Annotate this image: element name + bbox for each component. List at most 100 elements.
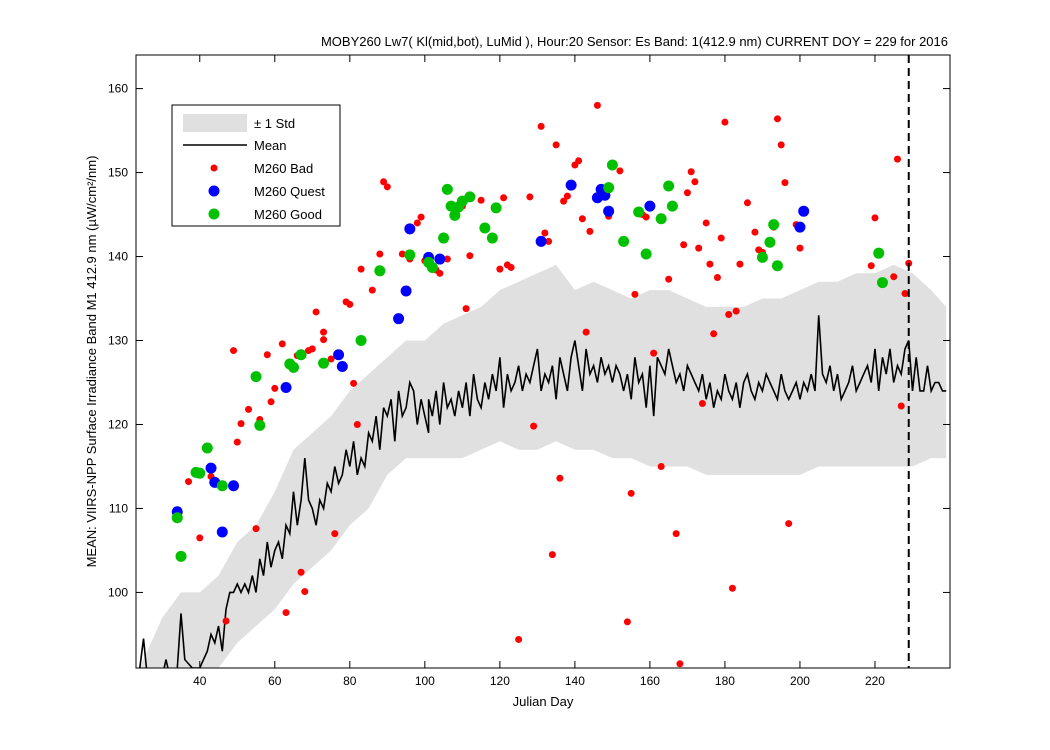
bad-point <box>346 300 354 308</box>
bad-point <box>890 273 898 281</box>
bad-point <box>507 263 515 271</box>
quest-point <box>336 361 348 373</box>
bad-point <box>301 588 309 596</box>
good-point <box>194 467 206 479</box>
bad-point <box>398 250 406 258</box>
good-point <box>171 512 183 524</box>
bad-point <box>436 269 444 277</box>
bad-point <box>327 355 335 363</box>
bad-point <box>320 328 328 336</box>
bad-point <box>462 305 470 313</box>
bad-point <box>627 489 635 497</box>
bad-point <box>575 157 583 165</box>
std-band <box>139 264 947 668</box>
y-tick-label: 150 <box>108 166 128 180</box>
y-tick-label: 120 <box>108 417 128 431</box>
good-point <box>250 371 262 383</box>
bad-point <box>320 336 328 344</box>
bad-point <box>222 617 230 625</box>
x-tick-label: 160 <box>640 674 660 688</box>
bad-point <box>515 635 523 643</box>
bad-point <box>717 234 725 242</box>
bad-point <box>548 551 556 559</box>
y-tick-label: 160 <box>108 82 128 96</box>
bad-point <box>616 167 624 175</box>
good-point <box>479 222 491 234</box>
bad-point <box>560 197 568 205</box>
legend-label: ± 1 Std <box>254 116 295 131</box>
bad-point <box>413 219 421 227</box>
good-point <box>464 191 476 203</box>
bad-point <box>785 520 793 528</box>
bad-point <box>796 244 804 252</box>
bad-point <box>383 183 391 191</box>
bad-point <box>650 349 658 357</box>
bad-point <box>552 141 560 149</box>
good-point <box>764 236 776 248</box>
bad-point <box>237 420 245 428</box>
legend-label: M260 Bad <box>254 161 313 176</box>
x-tick-label: 140 <box>565 674 585 688</box>
quest-point <box>216 526 228 538</box>
bad-point <box>736 260 744 268</box>
bad-point <box>578 215 586 223</box>
quest-point <box>644 200 656 212</box>
bad-point <box>563 192 571 200</box>
bad-point <box>781 179 789 187</box>
bad-point <box>751 228 759 236</box>
bad-point <box>496 265 504 273</box>
bad-point <box>541 229 549 237</box>
good-point <box>756 251 768 263</box>
bad-point <box>897 402 905 410</box>
x-tick-label: 180 <box>715 674 735 688</box>
bad-point <box>893 155 901 163</box>
bad-point <box>350 379 358 387</box>
bad-point <box>721 118 729 126</box>
bad-point <box>706 260 714 268</box>
bad-point <box>702 219 710 227</box>
bad-point <box>713 274 721 282</box>
x-tick-label: 220 <box>865 674 885 688</box>
bad-point <box>263 351 271 359</box>
bad-point <box>710 330 718 338</box>
bad-point <box>267 398 275 406</box>
bad-point <box>443 255 451 263</box>
quest-point <box>404 223 416 235</box>
x-tick-label: 40 <box>193 674 207 688</box>
quest-point <box>393 313 405 325</box>
good-point <box>771 260 783 272</box>
good-point <box>603 182 615 194</box>
bad-point <box>308 345 316 353</box>
good-point <box>606 159 618 171</box>
bad-point <box>732 307 740 315</box>
bad-point <box>867 262 875 270</box>
bad-point <box>500 194 508 202</box>
bad-point <box>230 347 238 355</box>
bad-point <box>368 286 376 294</box>
good-point <box>175 550 187 562</box>
bad-point <box>680 241 688 249</box>
plot-area <box>139 55 947 668</box>
good-point <box>374 265 386 277</box>
bad-point <box>233 438 241 446</box>
quest-point <box>228 480 240 492</box>
bad-point <box>687 168 695 176</box>
legend-quest-marker <box>208 185 220 197</box>
good-point <box>633 206 645 218</box>
good-point <box>663 180 675 192</box>
quest-point <box>535 235 547 247</box>
bad-point <box>196 534 204 542</box>
legend-label: M260 Quest <box>254 184 325 199</box>
good-point <box>618 235 630 247</box>
good-point <box>876 277 888 289</box>
good-point <box>254 419 266 431</box>
y-tick-label: 130 <box>108 334 128 348</box>
y-tick-label: 100 <box>108 585 128 599</box>
axes-frame <box>135 54 951 669</box>
bad-point <box>657 462 665 470</box>
bad-point <box>695 244 703 252</box>
legend-good-marker <box>208 208 220 220</box>
bad-point <box>331 530 339 538</box>
bad-point <box>777 141 785 149</box>
bad-point <box>672 530 680 538</box>
